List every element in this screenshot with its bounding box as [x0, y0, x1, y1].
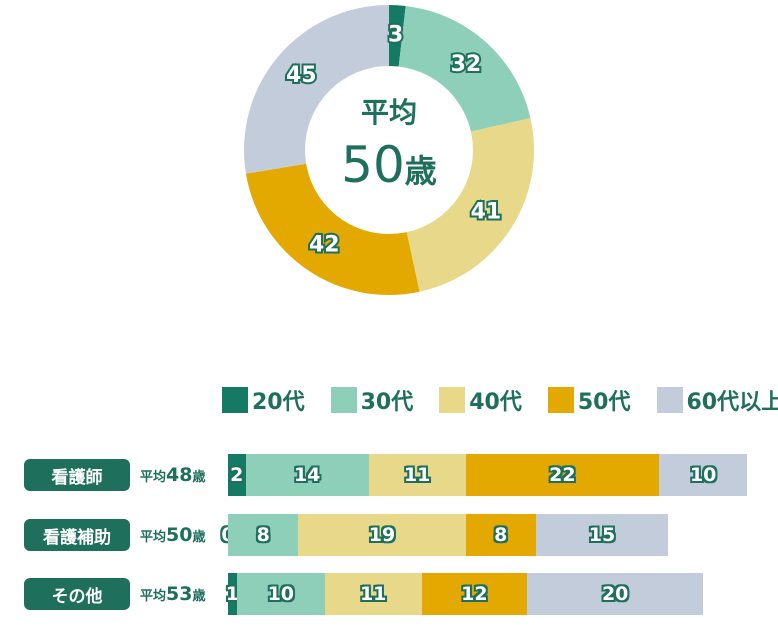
legend-label-20s: 20代	[252, 390, 305, 415]
bar-value-label-40s: 19	[368, 524, 396, 546]
bar-value-label-50s: 22	[549, 464, 576, 486]
legend-item-20s: 20代	[222, 384, 305, 416]
legend-swatch-60s	[656, 387, 683, 413]
bar-value-label-40s: 11	[359, 583, 387, 605]
legend-item-40s: 40代	[439, 384, 522, 416]
donut-value-label-50s: 42	[309, 233, 340, 258]
bar-segment-20s: 2	[228, 454, 246, 496]
stacked-bar: 1 10 11 12 20	[225, 573, 704, 615]
donut-value-label-40s: 41	[471, 199, 502, 224]
donut-center	[305, 66, 473, 234]
bar-segment-30s: 14	[245, 454, 369, 496]
legend-swatch-30s	[330, 387, 357, 413]
bar-segment-40s: 11	[368, 454, 466, 496]
bar-segment-50s: 8	[465, 514, 536, 556]
legend-label-50s: 50代	[577, 390, 631, 415]
bar-segment-60s: 10	[659, 454, 748, 496]
bar-value-label-50s: 12	[461, 583, 488, 605]
bar-segment-40s: 11	[324, 573, 422, 615]
row-label: その他	[24, 578, 130, 610]
donut-value-label-20s: 3	[388, 23, 403, 48]
bar-segment-40s: 19	[298, 514, 466, 556]
legend-label-40s: 40代	[469, 390, 522, 415]
legend-label-30s: 30代	[360, 390, 414, 415]
bar-value-label-50s: 8	[494, 524, 508, 546]
bar-value-label-60s: 10	[689, 464, 717, 486]
donut-center-unit: 歳	[405, 152, 437, 190]
donut-center-number: 50	[341, 136, 405, 194]
stacked-bar: 0819815	[221, 514, 668, 556]
legend: 20代 30代 40代 50代 60代以上	[222, 384, 778, 416]
row-average: 平均48歳	[140, 464, 206, 486]
bar-value-label-30s: 14	[293, 464, 321, 486]
stacked-bar: 2 14 11 22 10	[228, 454, 748, 496]
legend-swatch-50s	[547, 387, 574, 413]
bar-segment-50s: 22	[465, 454, 660, 496]
legend-swatch-40s	[439, 387, 466, 413]
donut-center-value: 50歳	[341, 136, 437, 194]
legend-item-60s: 60代以上	[656, 384, 778, 416]
bar-value-label-30s: 8	[256, 524, 270, 546]
bar-segment-20s: 1	[225, 573, 240, 615]
donut-value-label-60s: 45	[286, 63, 317, 88]
age-donut-chart: 平均 50歳 3 32 41 42 45	[244, 5, 534, 295]
legend-label-60s: 60代以上	[686, 390, 778, 415]
bar-segment-30s: 10	[236, 573, 325, 615]
bar-segment-30s: 8	[228, 514, 299, 556]
row-label: 看護師	[24, 459, 130, 491]
bar-value-label-40s: 11	[403, 464, 431, 486]
bar-segment-60s: 15	[535, 514, 668, 556]
bar-segment-60s: 20	[527, 573, 704, 615]
legend-item-50s: 50代	[547, 384, 631, 416]
bar-value-label-30s: 10	[267, 583, 295, 605]
bar-value-label-60s: 15	[588, 524, 616, 546]
legend-item-30s: 30代	[330, 384, 414, 416]
row-average: 平均53歳	[140, 583, 206, 605]
legend-swatch-20s	[222, 387, 248, 413]
bar-value-label-60s: 20	[601, 583, 629, 605]
donut-center-title: 平均	[361, 96, 417, 129]
row-average: 平均50歳	[140, 524, 206, 546]
bar-segment-50s: 12	[421, 573, 528, 615]
row-label: 看護補助	[24, 519, 130, 551]
bar-value-label-20s: 2	[230, 464, 244, 486]
bar-value-label-20s: 1	[225, 583, 240, 605]
donut-value-label-30s: 32	[451, 52, 482, 77]
